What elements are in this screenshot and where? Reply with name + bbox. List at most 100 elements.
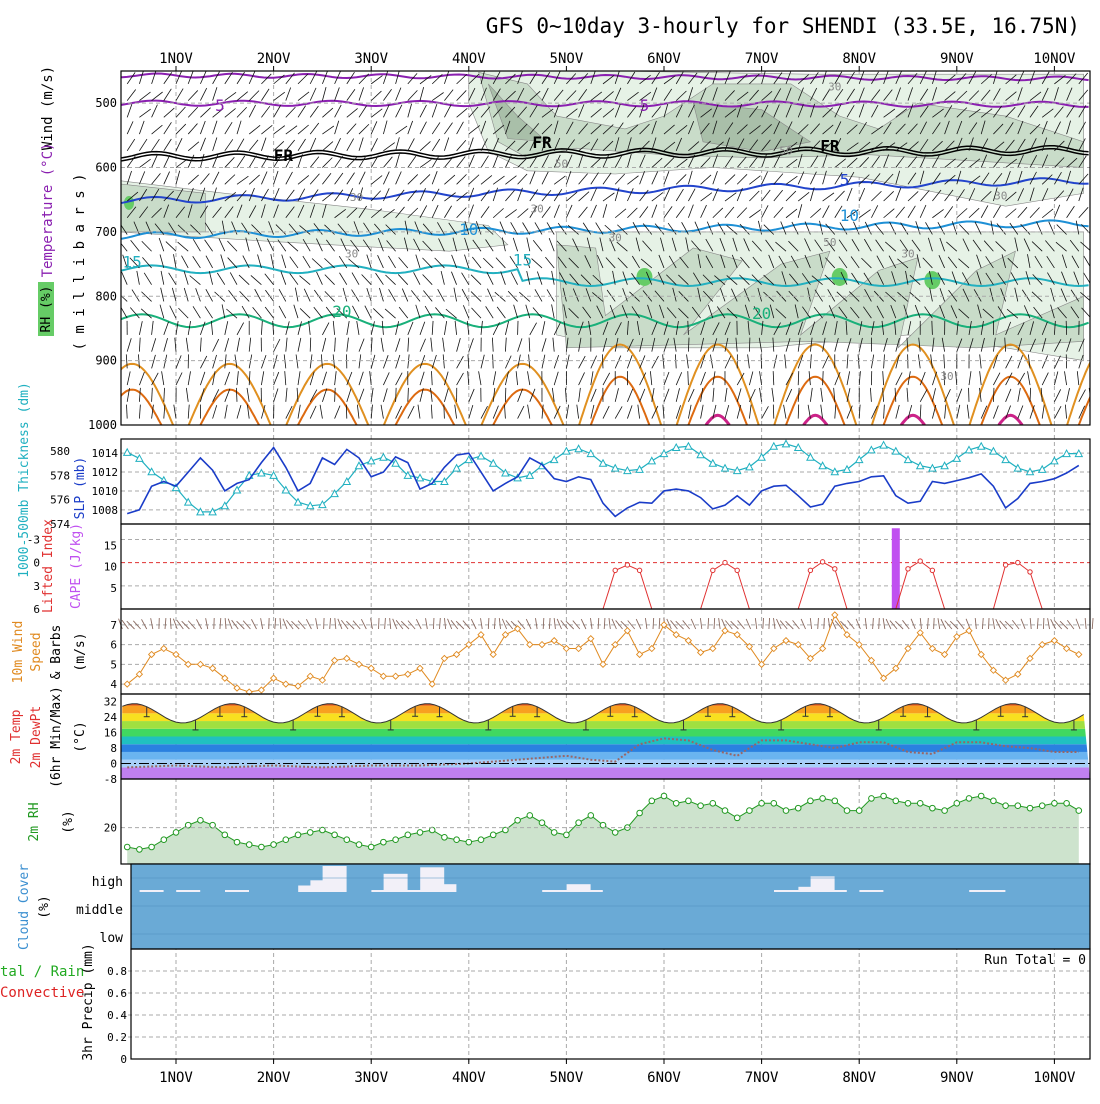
wind-barb — [139, 70, 143, 83]
wind-barb — [652, 356, 659, 368]
temp-contour-35 — [804, 415, 827, 425]
wind-barb — [127, 121, 133, 134]
wind-barb — [1006, 209, 1017, 218]
wind-barb — [1091, 171, 1096, 184]
rh2m-point — [198, 817, 204, 823]
wind-barb — [430, 388, 432, 402]
wind-barb — [373, 308, 383, 318]
temp-color-band — [121, 721, 1090, 729]
li-point — [918, 559, 922, 563]
wind-barb — [810, 388, 812, 402]
wind-barb — [469, 138, 474, 151]
precip-convective-label: Convective — [0, 985, 84, 1001]
wind-barb — [347, 388, 351, 401]
wind-barb — [749, 389, 755, 402]
wind-barb — [957, 405, 960, 419]
wind-barb-10m — [275, 618, 276, 629]
wind-speed-point — [783, 638, 789, 644]
wind-barb — [579, 207, 588, 218]
wind-barb — [579, 192, 589, 201]
cape-bar — [892, 528, 900, 609]
wind-barb — [650, 371, 651, 385]
wind-barb — [518, 209, 529, 218]
wind-barb — [627, 389, 632, 402]
wind-barb — [322, 71, 327, 84]
pressure-tick-label: 800 — [95, 289, 117, 303]
wind-barb — [281, 272, 286, 285]
day-label-top: 2NOV — [257, 51, 291, 67]
wind-barb — [884, 354, 885, 368]
rh2m-point — [795, 805, 801, 811]
wind-barb-10m — [206, 618, 208, 629]
wind-barb — [322, 158, 332, 168]
li-tick-label: 3 — [33, 580, 40, 593]
wind-barb-10m — [581, 619, 586, 629]
wind-barb — [213, 355, 217, 368]
wind-barb — [627, 208, 637, 218]
wind-barb-10m — [306, 619, 311, 629]
wind-barb — [317, 272, 323, 285]
wind-barb — [359, 389, 364, 402]
wind-barb — [222, 304, 225, 318]
wind-barb — [431, 371, 432, 385]
wind-barb — [420, 174, 430, 184]
wind-barb — [432, 139, 440, 151]
wind-barb-10m — [691, 619, 696, 629]
thickness-point — [990, 448, 997, 455]
temp-contour-35 — [901, 415, 924, 425]
rh2m-point — [1015, 803, 1021, 809]
li-point — [930, 568, 934, 572]
wind-barb — [945, 206, 953, 217]
contour-label: 5 — [640, 96, 650, 115]
wind-barb — [518, 406, 524, 418]
wind-barb-10m — [330, 618, 331, 629]
wind-barb-10m — [609, 618, 610, 629]
wind-barb — [1006, 389, 1011, 402]
rh2m-point — [649, 798, 655, 804]
wind-barb — [161, 271, 164, 285]
wind-barb — [396, 373, 403, 385]
wind-barb — [483, 258, 493, 268]
wind-barb — [188, 90, 198, 100]
rh2m-point — [661, 793, 667, 799]
wind-barb — [652, 193, 663, 201]
wind-barb — [200, 322, 205, 335]
wind-barb — [132, 290, 139, 302]
wind-barb — [162, 371, 164, 385]
wind-barb — [396, 70, 400, 83]
wind-barb — [126, 405, 127, 419]
wind-barb-10m — [173, 619, 177, 629]
wind-barb — [896, 373, 902, 385]
wind-barb — [481, 355, 484, 369]
thickness-axis-label: 1000-500mb Thickness (dm) — [17, 382, 32, 578]
wind-barb-10m — [1076, 619, 1080, 629]
wind-barb — [457, 356, 464, 368]
wind-barb — [591, 205, 597, 218]
day-label-bottom: 9NOV — [940, 1070, 974, 1086]
wind-barb — [602, 354, 603, 368]
wind-barb — [664, 372, 669, 385]
wind-barb — [299, 276, 310, 285]
wind-barb — [200, 88, 206, 100]
wind-barb-10m — [261, 618, 263, 629]
wind-barb — [455, 321, 457, 335]
wind-barb — [420, 322, 425, 335]
rh2m-point — [368, 844, 374, 850]
wind-barb — [435, 307, 444, 318]
wind-barb — [335, 87, 340, 100]
wind-barb — [566, 171, 571, 184]
wind-barb — [298, 175, 309, 184]
rh2m-point — [808, 798, 814, 804]
wind-barb — [188, 405, 189, 419]
wind-barb — [444, 105, 451, 117]
wind-barb-10m — [818, 618, 819, 629]
wind-barb-10m — [335, 618, 336, 629]
cloud-level-label: low — [100, 931, 124, 946]
wind-barb — [688, 171, 692, 184]
wind-barb — [279, 289, 286, 301]
wind-barb — [529, 338, 530, 352]
wind-barb — [304, 289, 310, 302]
wind-barb — [193, 256, 201, 268]
wind-barb — [310, 138, 316, 151]
